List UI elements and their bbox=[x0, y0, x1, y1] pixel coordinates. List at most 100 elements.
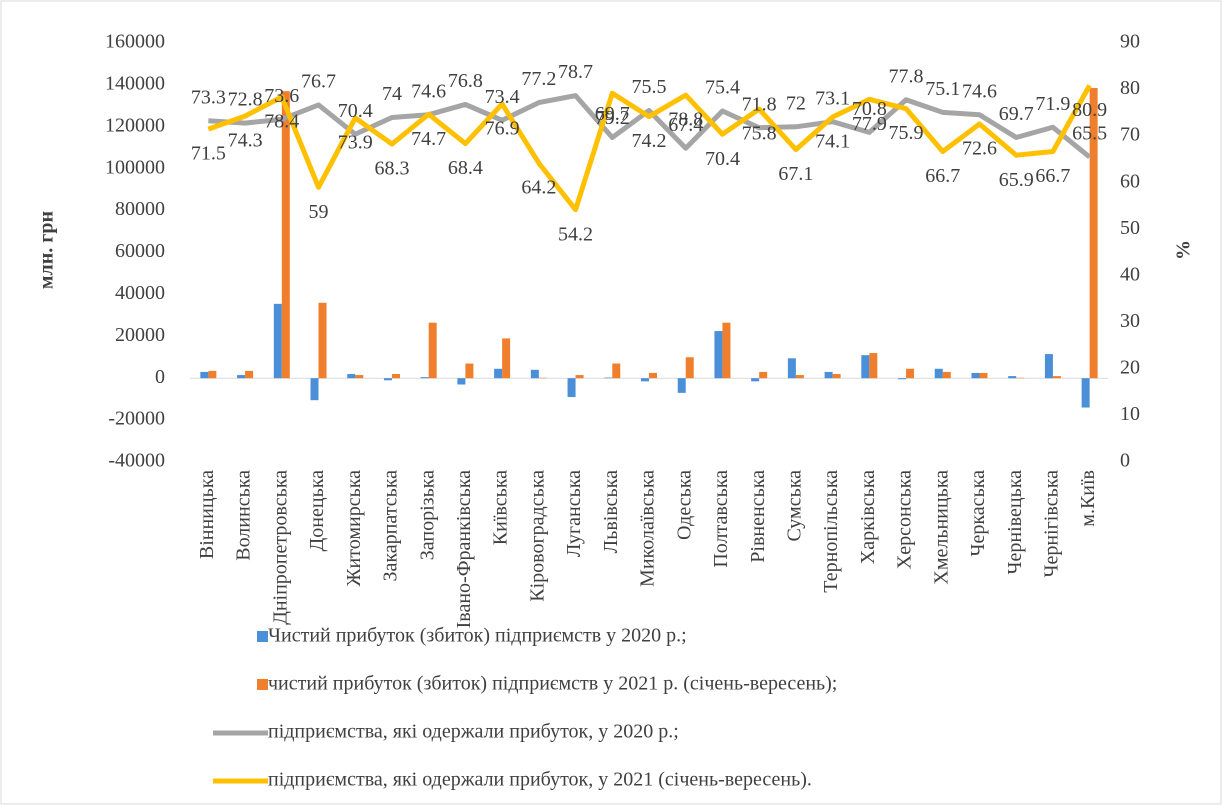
y2-tick-label: 80 bbox=[1120, 77, 1140, 99]
x-tick-label: Львівська bbox=[600, 470, 622, 553]
bar bbox=[906, 368, 915, 379]
bar bbox=[208, 370, 217, 379]
data-label: 78.7 bbox=[558, 61, 593, 83]
x-tick-label: Миколаївська bbox=[637, 470, 659, 587]
data-label: 71.9 bbox=[1035, 93, 1070, 115]
bar bbox=[502, 338, 511, 379]
bar bbox=[355, 375, 364, 379]
data-label: 59 bbox=[309, 201, 329, 223]
data-label: 76.8 bbox=[448, 70, 483, 92]
legend-label: підприємства, які одержали прибуток, у 2… bbox=[268, 721, 679, 743]
data-label: 74.7 bbox=[411, 128, 446, 150]
bar bbox=[457, 378, 466, 385]
bar bbox=[1044, 354, 1053, 379]
line bbox=[208, 93, 1092, 160]
x-tick-label: Черкаська bbox=[967, 470, 989, 557]
data-label: 74.6 bbox=[411, 80, 446, 102]
x-tick-label: Луганська bbox=[563, 470, 585, 557]
x-tick-label: Херсонська bbox=[894, 470, 916, 569]
bar bbox=[934, 368, 943, 379]
bar bbox=[428, 322, 437, 379]
data-label: 71.5 bbox=[191, 143, 226, 165]
data-label: 77.9 bbox=[852, 113, 887, 135]
data-label: 69.7 bbox=[999, 103, 1034, 125]
y-tick-label: 20000 bbox=[115, 324, 165, 346]
legend-swatch bbox=[257, 631, 268, 642]
x-tick-label: Одеська bbox=[673, 470, 695, 540]
data-label: 70.4 bbox=[705, 148, 740, 170]
data-label: 54.2 bbox=[558, 223, 593, 245]
bar bbox=[714, 331, 723, 379]
y2-tick-label: 0 bbox=[1120, 450, 1130, 472]
data-label: 79.2 bbox=[595, 107, 630, 129]
bar bbox=[971, 372, 980, 379]
bar bbox=[530, 369, 539, 379]
bar bbox=[281, 91, 290, 379]
data-label: 67.1 bbox=[778, 163, 813, 185]
bar bbox=[494, 368, 503, 379]
data-label: 65.9 bbox=[999, 169, 1034, 191]
bar bbox=[898, 378, 907, 380]
y-tick-label: 80000 bbox=[115, 198, 165, 220]
data-label: 66.7 bbox=[1035, 165, 1070, 187]
y-tick-label: 140000 bbox=[105, 72, 165, 94]
data-label: 72 bbox=[786, 92, 806, 114]
x-tick-label: Івано-Франківська bbox=[453, 470, 475, 628]
x-tick-label: Полтавська bbox=[710, 470, 732, 568]
y2-tick-label: 50 bbox=[1120, 217, 1140, 239]
data-label: 73.1 bbox=[815, 87, 850, 109]
bar bbox=[832, 374, 841, 379]
bar bbox=[869, 353, 878, 379]
bar bbox=[1008, 376, 1017, 379]
data-label: 76.7 bbox=[301, 71, 336, 93]
x-tick-label: Рівненська bbox=[747, 470, 769, 563]
data-label: 75.4 bbox=[705, 77, 740, 99]
bar bbox=[1052, 376, 1061, 379]
x-tick-label: Чернігівська bbox=[1041, 470, 1063, 578]
x-tick-label: Волинська bbox=[233, 470, 255, 561]
data-label: 70.4 bbox=[338, 100, 373, 122]
bar bbox=[942, 371, 951, 379]
x-tick-label: Тернопільська bbox=[820, 470, 842, 593]
bar bbox=[273, 303, 282, 379]
x-tick-label: м.Київ bbox=[1077, 470, 1099, 527]
data-label: 75.8 bbox=[742, 123, 777, 145]
y2-tick-label: 90 bbox=[1120, 31, 1140, 53]
bar bbox=[465, 363, 474, 379]
data-label: 74 bbox=[382, 83, 402, 105]
bar bbox=[391, 374, 400, 379]
y2-axis-title: % bbox=[1173, 240, 1195, 260]
data-label: 65.5 bbox=[1072, 123, 1107, 145]
legend-label: підприємства, які одержали прибуток, у 2… bbox=[268, 769, 812, 791]
bar bbox=[245, 370, 254, 379]
y2-tick-label: 20 bbox=[1120, 356, 1140, 378]
bar bbox=[751, 378, 760, 382]
data-label: 74.2 bbox=[632, 130, 667, 152]
data-label: 72.8 bbox=[228, 89, 263, 111]
y-tick-label: -20000 bbox=[108, 408, 165, 430]
x-tick-label: Вінницька bbox=[196, 470, 218, 559]
x-tick-label: Донецька bbox=[306, 470, 328, 551]
data-label: 73.3 bbox=[191, 86, 226, 108]
data-label: 73.9 bbox=[338, 132, 373, 154]
data-label: 68.3 bbox=[374, 158, 409, 180]
y-tick-label: 160000 bbox=[105, 31, 165, 53]
data-label: 68.4 bbox=[448, 157, 483, 179]
y2-tick-label: 60 bbox=[1120, 170, 1140, 192]
bar bbox=[1081, 378, 1090, 408]
y-axis-title: млн. грн bbox=[36, 211, 58, 289]
line bbox=[207, 84, 1092, 213]
legend-swatch bbox=[257, 679, 268, 690]
y-tick-label: -40000 bbox=[108, 450, 165, 472]
data-label: 73.4 bbox=[485, 86, 520, 108]
y2-tick-label: 70 bbox=[1120, 124, 1140, 146]
x-tick-label: Сумська bbox=[783, 470, 805, 542]
data-label: 71.8 bbox=[742, 93, 777, 115]
x-tick-label: Запорізька bbox=[416, 470, 438, 560]
x-tick-label: Хмельницька bbox=[930, 470, 952, 585]
data-label: 73.6 bbox=[264, 85, 299, 107]
bar bbox=[575, 375, 584, 379]
data-label: 72.6 bbox=[962, 138, 997, 160]
data-label: 74.3 bbox=[228, 130, 263, 152]
bar bbox=[649, 372, 657, 379]
